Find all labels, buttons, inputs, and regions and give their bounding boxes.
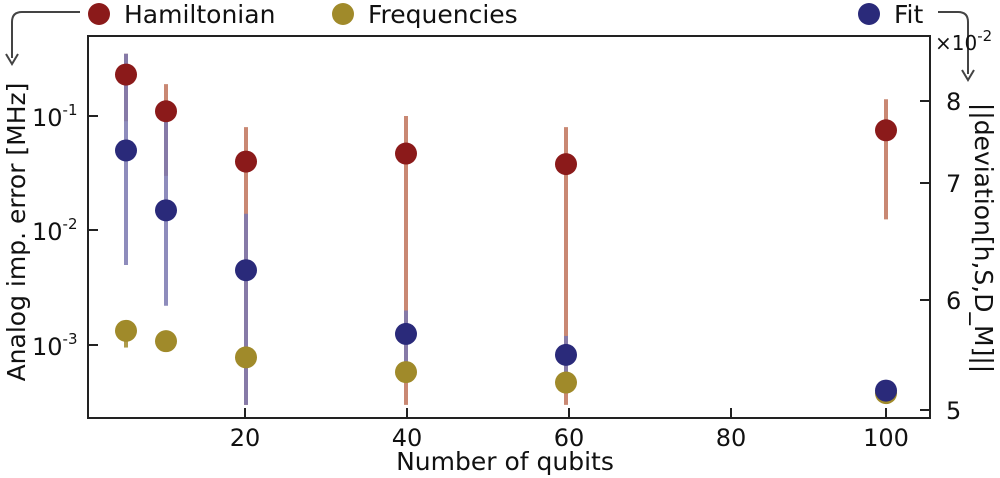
left-axis-title: Analog imp. error [MHz] xyxy=(2,83,31,382)
svg-text:10-2: 10-2 xyxy=(32,215,78,246)
point-hamiltonian-100 xyxy=(875,119,897,142)
legend-marker-fit xyxy=(858,3,880,25)
point-hamiltonian-40 xyxy=(395,142,417,165)
svg-text:8: 8 xyxy=(946,88,961,116)
svg-text:20: 20 xyxy=(230,424,261,452)
right-tick-8: 8 xyxy=(920,88,961,116)
point-fit-100 xyxy=(875,379,897,402)
point-hamiltonian-10 xyxy=(155,100,177,123)
point-hamiltonian-5 xyxy=(115,63,137,86)
svg-text:60: 60 xyxy=(554,424,585,452)
point-fit-20 xyxy=(235,259,257,282)
point-frequencies-40 xyxy=(395,361,417,384)
left-axis-arrow xyxy=(11,11,80,58)
x-tick-60: 60 xyxy=(554,408,585,452)
left-tick-1e-3: 10-3 xyxy=(32,330,98,361)
legend: Hamiltonian Frequencies Fit xyxy=(5,0,975,82)
x-axis: 20 40 60 80 100 xyxy=(230,408,909,452)
x-axis-title: Number of qubits xyxy=(396,447,614,476)
left-axis: 10-1 10-2 10-3 xyxy=(32,101,98,361)
point-hamiltonian-20 xyxy=(235,150,257,173)
point-fit-10 xyxy=(155,199,177,222)
point-hamiltonian-60 xyxy=(555,153,577,176)
left-tick-1e-2: 10-2 xyxy=(32,215,98,246)
legend-label-frequencies: Frequencies xyxy=(368,0,518,29)
right-tick-5: 5 xyxy=(920,397,961,425)
point-fit-40 xyxy=(395,322,417,345)
point-frequencies-60 xyxy=(555,371,577,394)
svg-text:40: 40 xyxy=(392,424,423,452)
legend-marker-hamiltonian xyxy=(88,3,110,25)
svg-text:100: 100 xyxy=(863,424,909,452)
x-tick-20: 20 xyxy=(230,408,261,452)
point-frequencies-10 xyxy=(155,330,177,353)
left-axis-arrowhead xyxy=(5,53,19,66)
point-frequencies-5 xyxy=(115,319,137,342)
point-fit-5 xyxy=(115,139,137,162)
right-axis-arrow xyxy=(938,11,969,74)
x-tick-100: 100 xyxy=(863,408,909,452)
svg-text:7: 7 xyxy=(946,170,961,198)
svg-text:10-3: 10-3 xyxy=(32,330,78,361)
x-tick-40: 40 xyxy=(392,408,423,452)
right-axis-title: ||deviation[h,S,D_M]|| xyxy=(969,103,998,373)
legend-label-hamiltonian: Hamiltonian xyxy=(124,0,275,29)
svg-text:10-1: 10-1 xyxy=(32,101,78,132)
legend-marker-frequencies xyxy=(332,3,354,25)
svg-text:80: 80 xyxy=(716,424,747,452)
left-tick-1e-1: 10-1 xyxy=(32,101,98,132)
svg-text:5: 5 xyxy=(946,397,961,425)
svg-text:6: 6 xyxy=(946,287,961,315)
right-axis-multiplier: ×10-2 xyxy=(935,27,992,55)
point-frequencies-20 xyxy=(235,346,257,369)
x-tick-80: 80 xyxy=(716,408,747,452)
right-tick-6: 6 xyxy=(920,287,961,315)
plot-frame xyxy=(87,35,931,419)
right-axis: 8 7 6 5 ×10-2 xyxy=(920,27,992,425)
legend-label-fit: Fit xyxy=(894,0,924,29)
right-tick-7: 7 xyxy=(920,170,961,198)
point-fit-60 xyxy=(555,343,577,366)
data-points xyxy=(115,63,897,405)
right-axis-arrowhead xyxy=(961,69,975,82)
